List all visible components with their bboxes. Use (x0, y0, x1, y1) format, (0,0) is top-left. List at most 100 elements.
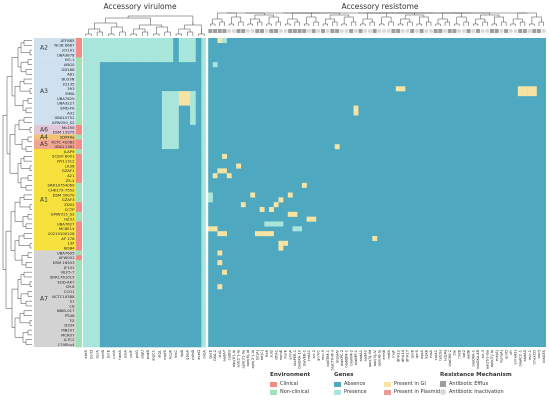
virulence-cell (122, 332, 129, 338)
virulence-cell (161, 231, 168, 237)
virulence-cell (83, 206, 89, 213)
virulence-cell (190, 221, 197, 227)
virulence-cell (139, 158, 146, 164)
virulence-cell (139, 42, 146, 48)
virulence-cell (156, 226, 163, 232)
environment-cell (76, 149, 82, 155)
resistance-gene-label: erm(42) (514, 349, 518, 364)
virulence-cell (195, 52, 202, 58)
resistance-gene-label: arr-2 (312, 350, 316, 358)
virulence-cell (139, 105, 146, 111)
virulence-cell (105, 255, 112, 261)
virulence-cell (128, 120, 135, 126)
virulence-cell (139, 298, 146, 304)
virulence-cell (201, 298, 208, 304)
virulence-cell (161, 308, 168, 314)
gene-tree-branch (301, 12, 340, 15)
virulence-cell (161, 226, 168, 232)
virulence-cell (105, 100, 112, 106)
inactivation-marker (339, 29, 344, 33)
virulence-cell (83, 57, 89, 63)
virulence-cell (150, 231, 157, 237)
gene-tree-branch (250, 18, 260, 24)
virulence-cell (184, 52, 191, 58)
virulence-cell (145, 298, 151, 304)
virulence-cell (83, 173, 89, 179)
virulence-cell (190, 235, 197, 242)
virulence-cell (94, 342, 101, 348)
virulence-cell (150, 57, 157, 63)
virulence-cell (190, 120, 197, 126)
virulence-cell (128, 197, 135, 203)
gene-tree-branch (426, 21, 432, 26)
virulence-cell (88, 163, 95, 169)
virulence-cell (116, 260, 123, 266)
virulence-cell (105, 308, 112, 314)
resistance-gene-label: blaGES (542, 349, 546, 363)
resistance-cell (372, 235, 378, 241)
virulence-cell (173, 95, 180, 102)
virulence-cell (83, 115, 89, 121)
virulence-cell (99, 308, 106, 314)
resistance-cell (292, 226, 298, 232)
strain-label: CHK173-7552 (48, 188, 75, 193)
virulence-cell (116, 115, 123, 121)
virulence-cell (94, 52, 101, 58)
virulence-cell (99, 124, 106, 131)
legend-environment-title: Environment (270, 372, 311, 378)
tree-branch (17, 279, 21, 299)
tree-branch (29, 204, 32, 210)
virulence-cell (116, 91, 123, 97)
virulence-cell (156, 289, 163, 295)
virulence-cell (83, 269, 89, 275)
efflux-marker (504, 29, 509, 33)
virulence-cell (167, 57, 174, 63)
virulence-cell (145, 115, 151, 121)
virulence-cell (184, 255, 191, 261)
virulence-cell (111, 322, 118, 328)
virulence-cell (195, 115, 202, 121)
virulence-cell (111, 332, 118, 338)
virulence-cell (116, 163, 123, 169)
virulence-cell (139, 129, 146, 135)
virulence-cell (161, 313, 168, 319)
virulence-cell (195, 134, 202, 140)
virulence-gene-label: pslF (128, 350, 133, 358)
clade-band (34, 38, 76, 58)
virulence-cell (190, 342, 197, 348)
virulence-cell (111, 38, 118, 44)
virulence-cell (88, 250, 95, 256)
virulence-cell (116, 149, 123, 155)
virulence-cell (83, 38, 89, 44)
tree-branch (17, 47, 21, 68)
virulence-cell (178, 115, 185, 121)
resistance-gene-label: catB3 (227, 350, 231, 360)
virulence-cell (178, 293, 185, 300)
virulence-cell (111, 337, 118, 343)
virulence-cell (94, 66, 101, 73)
virulence-gene-label: pslA (122, 350, 127, 358)
virulence-cell (195, 182, 202, 188)
virulence-cell (184, 95, 191, 102)
virulence-cell (128, 269, 135, 275)
virulence-cell (195, 274, 202, 280)
virulence-cell (156, 245, 163, 251)
virulence-cell (145, 149, 151, 155)
virulence-cell (156, 216, 163, 222)
virulence-cell (94, 71, 101, 77)
virulence-cell (190, 153, 197, 160)
virulence-cell (99, 86, 106, 92)
virulence-cell (122, 274, 129, 280)
virulence-cell (150, 76, 157, 82)
resistance-cell (283, 240, 288, 246)
virulence-cell (122, 322, 129, 328)
virulence-cell (145, 342, 151, 348)
virulence-cell (156, 168, 163, 174)
virulence-cell (145, 197, 151, 203)
virulence-cell (99, 279, 106, 285)
virulence-cell (99, 221, 106, 227)
clade-band (34, 134, 76, 140)
virulence-cell (190, 66, 197, 73)
virulence-cell (128, 313, 135, 319)
virulence-cell (184, 318, 191, 324)
